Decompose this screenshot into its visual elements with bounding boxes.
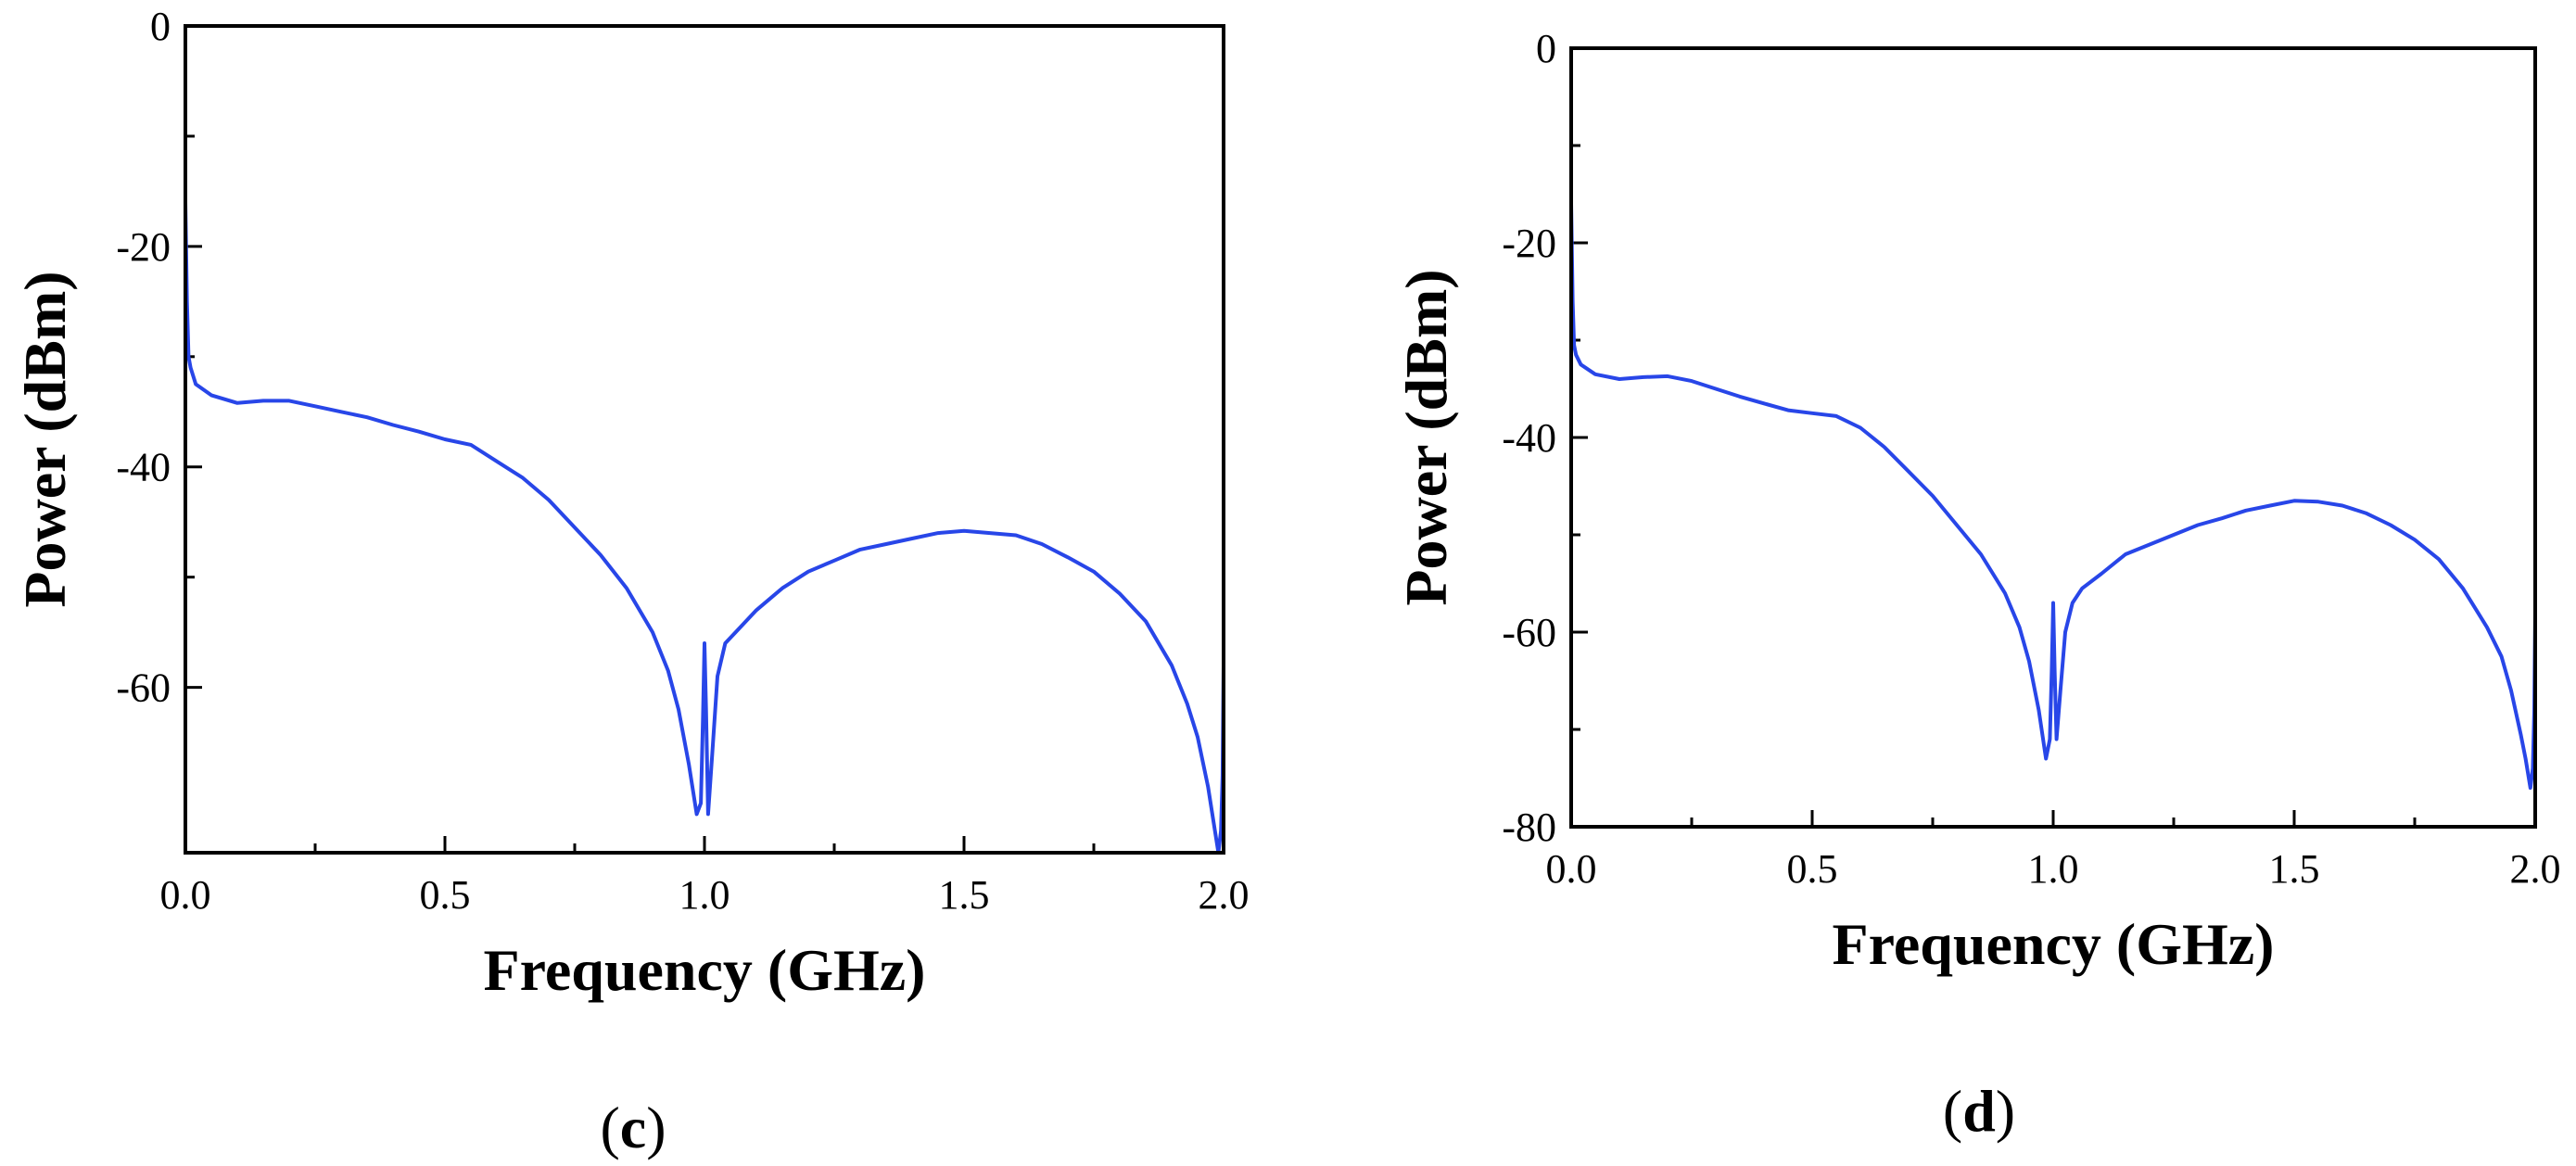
panel-c-caption-close: ) [646,1095,666,1160]
panel-c-y-tick-label: 0 [150,4,171,49]
panel-d-y-axis-title: Power (dBm) [1393,269,1459,605]
panel-d-y-tick-label: -20 [1502,221,1556,266]
panel-d-series-line [1569,202,2537,790]
panel-c-y-tick-label: -60 [116,665,171,711]
panel-d-y-tick-label: 0 [1536,26,1556,71]
panel-c-y-tick-label: -20 [116,224,171,270]
panel-d-y-tick-label: -60 [1502,610,1556,655]
panel-d-x-tick-label: 1.5 [2269,846,2320,892]
panel-c-x-tick-label: 1.0 [679,872,730,918]
panel-d-y-tick-label: -80 [1502,805,1556,850]
panel-d-marks: 0.0 0.5 1.0 1.5 2.0 0 -20 -40 -60 -80 [1502,26,2560,892]
panel-d-plot-frame [1569,46,2537,829]
panel-d-x-axis-title: Frequency (GHz) [1833,911,2275,977]
panel-d-x-tick-label: 0.5 [1787,846,1838,892]
panel-d-caption-close: ) [1996,1078,2015,1144]
panel-c-x-tick-label: 2.0 [1199,872,1250,918]
panel-c-caption-letter: c [620,1095,646,1160]
panel-c-caption: (c) [600,1095,666,1160]
panel-c-y-axis-title: Power (dBm) [12,271,78,607]
panel-d-caption-open: ( [1943,1078,1962,1144]
panel-d-caption-letter: d [1962,1078,1996,1144]
panel-d-y-tick-label: -40 [1502,415,1556,461]
panel-d-caption: (d) [1943,1078,2015,1144]
panel-c-plot-frame [184,24,1225,855]
panel-c-caption-open: ( [600,1095,619,1160]
panel-d-x-tick-label: 0.0 [1546,846,1597,892]
chart-panel-d: 0.0 0.5 1.0 1.5 2.0 0 -20 -40 -60 -80 Frequency (… [1393,26,2561,1144]
panel-c-x-tick-label: 0.0 [160,872,211,918]
panel-c-y-tick-label: -40 [116,445,171,490]
panel-d-x-tick-label: 2.0 [2510,846,2561,892]
panel-c-x-tick-label: 1.5 [939,872,990,918]
panel-d-x-tick-label: 1.0 [2028,846,2079,892]
chart-panel-c: 0.0 0.5 1.0 1.5 2.0 0 -20 -40 -60 Frequency (GHz… [12,4,1250,1160]
panel-c-x-tick-label: 0.5 [420,872,471,918]
panel-c-marks: 0.0 0.5 1.0 1.5 2.0 0 -20 -40 -60 [116,4,1249,918]
panel-c-x-axis-title: Frequency (GHz) [484,937,926,1003]
panel-c-series-line [184,200,1225,855]
